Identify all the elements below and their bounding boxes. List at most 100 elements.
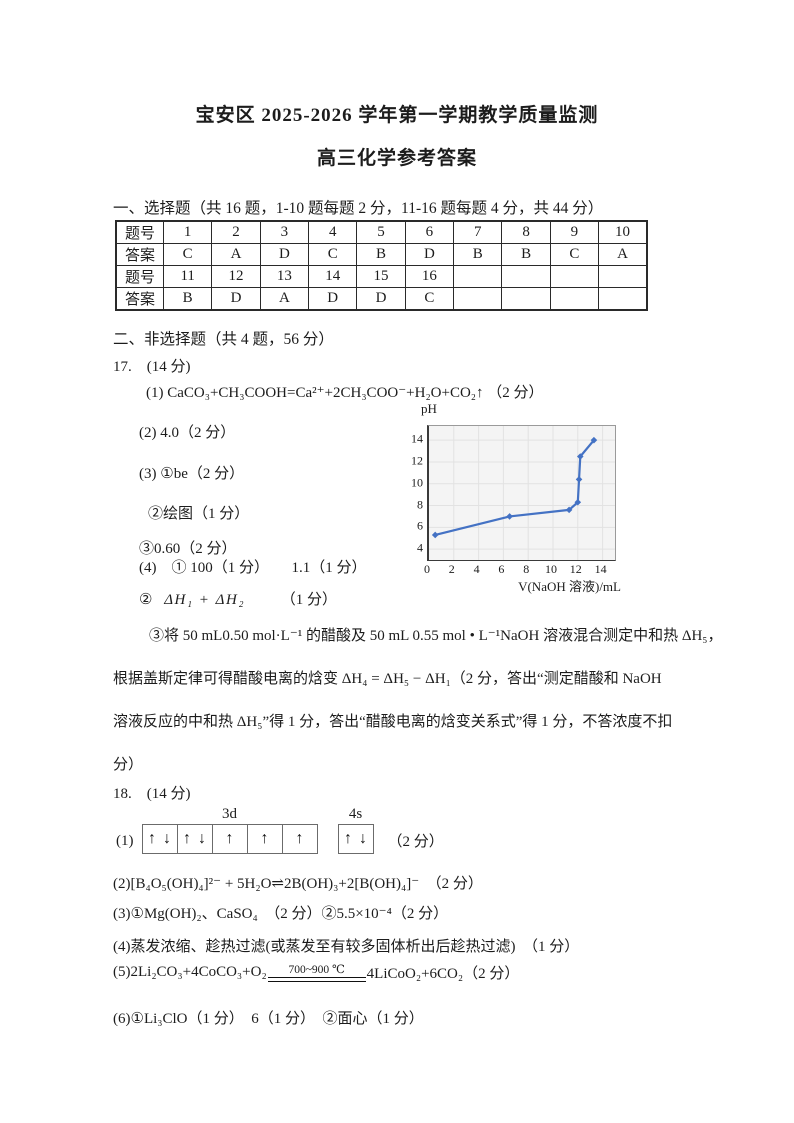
table-cell: D: [308, 287, 358, 311]
orbital-4s-boxes: ↑↓: [337, 824, 374, 854]
chart-y-axis-label: pH: [421, 401, 437, 416]
table-cell: [501, 287, 551, 311]
paragraph-line: 溶液反应的中和热 ΔH₅”得 1 分，答出“醋酸电离的焓变关系式”得 1 分，不…: [113, 714, 673, 730]
reaction-condition: 700~900 ℃: [288, 963, 345, 976]
table-cell: D: [211, 287, 261, 311]
table-cell: 2: [211, 220, 261, 244]
reaction-double-line: [267, 976, 366, 982]
item4b-formula: ΔH₁ + ΔH₂: [164, 592, 246, 608]
paragraph-line: 分）: [113, 757, 144, 773]
table-row: 答案 C A D C B D B B C A: [115, 243, 648, 266]
q17-item-3a: (3) ①be（2 分）: [139, 466, 245, 482]
table-cell: 12: [211, 265, 261, 288]
y-tick-label: 6: [417, 518, 423, 533]
q17-item-2: (2) 4.0（2 分）: [139, 425, 236, 441]
q17-item-4a: (4) ① 100（1 分） 1.1（1 分）: [139, 560, 367, 576]
table-cell: 6: [404, 220, 455, 244]
q18-item-1-label: (1): [116, 833, 134, 849]
table-cell: [598, 265, 648, 288]
q17-item-1: (1) CaCO₃+CH₃COOH=Ca²⁺+2CH₃COO⁻+H₂O+CO₂↑…: [146, 385, 544, 401]
orbital-box: ↑: [246, 824, 283, 854]
table-row: 答案 B D A D D C: [115, 287, 648, 311]
orbital-3d-boxes: ↑↓ ↑↓ ↑ ↑ ↑: [141, 824, 318, 854]
paragraph-line: 根据盖斯定律可得醋酸电离的焓变 ΔH₄ = ΔH₅ − ΔH₁（2 分，答出“测…: [113, 671, 662, 687]
q18-item-4: (4)蒸发浓缩、趁热过滤(或蒸发至有较多固体析出后趁热过滤) （1 分）: [113, 939, 580, 955]
table-cell: 4: [308, 220, 358, 244]
orbital-4s-group: 4s ↑↓: [337, 806, 374, 854]
x-tick-label: 0: [424, 562, 430, 576]
y-tick-label: 14: [411, 431, 423, 446]
x-tick-label: 14: [594, 562, 607, 576]
orbital-3d-group: 3d ↑↓ ↑↓ ↑ ↑ ↑: [141, 806, 318, 854]
table-cell: C: [549, 243, 600, 266]
titration-curve: [429, 426, 615, 560]
q18-item-5-right: 4LiCoO₂+6CO₂（2 分）: [366, 966, 520, 982]
y-tick-label: 10: [411, 475, 423, 490]
y-tick-label: 12: [411, 453, 423, 468]
table-cell: C: [404, 287, 455, 311]
table-cell: 9: [549, 220, 600, 244]
chart-x-axis-label: V(NaOH 溶液)/mL: [518, 579, 621, 594]
q18-item-6: (6)①Li₃ClO（1 分） 6（1 分） ②面心（1 分）: [113, 1011, 424, 1027]
table-cell: 16: [404, 265, 455, 288]
q18-orbital-diagram: (1) 3d ↑↓ ↑↓ ↑ ↑ ↑ 4s ↑↓ （2 分）: [116, 806, 444, 854]
table-row: 题号 1 2 3 4 5 6 7 8 9 10: [115, 220, 648, 244]
titration-chart: pH 4 6 8 10 12 14 0 2 4 6 8 10 12 14 V(NaOH 溶液)/mL: [405, 399, 657, 599]
paragraph-line: ③将 50 mL0.50 mol·L⁻¹ 的醋酸及 50 mL 0.55 mol…: [149, 628, 723, 644]
table-cell: B: [501, 243, 551, 266]
table-cell: B: [453, 243, 503, 266]
table-cell: [453, 265, 503, 288]
page-title: 宝安区 2025-2026 学年第一学期教学质量监测: [195, 105, 599, 126]
table-cell: C: [162, 243, 213, 266]
table-cell: A: [259, 287, 310, 311]
q17-item-4b: ② ΔH₁ + ΔH₂ （1 分）: [139, 588, 337, 609]
table-cell: 7: [453, 220, 503, 244]
table-cell: 10: [598, 220, 648, 244]
q17-item-4c-paragraph: ③将 50 mL0.50 mol·L⁻¹ 的醋酸及 50 mL 0.55 mol…: [113, 626, 723, 798]
table-cell: D: [356, 287, 406, 311]
orbital-4s-label: 4s: [348, 806, 363, 822]
table-cell: [453, 287, 503, 311]
page-subtitle: 高三化学参考答案: [316, 148, 477, 169]
table-header-cell: 答案: [115, 243, 164, 266]
x-tick-label: 2: [448, 562, 455, 576]
section2-heading: 二、非选择题（共 4 题，56 分）: [113, 331, 334, 348]
orbital-box: ↑↓: [337, 824, 374, 854]
orbital-box: ↑↓: [141, 824, 178, 854]
x-tick-label: 6: [498, 562, 505, 576]
section1-heading: 一、选择题（共 16 题，1-10 题每题 2 分，11-16 题每题 4 分，…: [113, 200, 604, 217]
table-cell: 8: [501, 220, 551, 244]
orbital-box: ↑: [211, 824, 248, 854]
chart-plot-area: [427, 425, 616, 561]
table-cell: 14: [308, 265, 358, 288]
y-tick-label: 4: [417, 540, 423, 555]
q17-item-3b: ②绘图（1 分）: [148, 506, 250, 522]
q18-item-1-score: （2 分）: [387, 834, 444, 850]
item4b-label: ②: [139, 592, 153, 608]
table-cell: [598, 287, 648, 311]
table-cell: A: [211, 243, 261, 266]
q18-item-3: (3)①Mg(OH)₂、CaSO₄ （2 分）②5.5×10⁻⁴（2 分）: [113, 906, 449, 922]
x-tick-label: 4: [473, 562, 480, 576]
table-cell: 1: [162, 220, 213, 244]
q18-number: 18. (14 分): [113, 786, 191, 802]
table-cell: 15: [356, 265, 406, 288]
table-cell: 13: [259, 265, 310, 288]
x-tick-label: 8: [523, 562, 530, 576]
table-cell: [501, 265, 551, 288]
reaction-condition-line: 700~900 ℃: [267, 963, 366, 982]
table-header-cell: 题号: [115, 265, 164, 288]
table-cell: B: [356, 243, 406, 266]
item4b-score: （1 分）: [280, 592, 338, 608]
q18-item-2: (2)[B₄O₅(OH)₄]²⁻ + 5H₂O⇌2B(OH)₃+2[B(OH)₄…: [113, 876, 483, 892]
table-cell: A: [598, 243, 648, 266]
q17-item-3c: ③0.60（2 分）: [139, 541, 237, 557]
table-cell: 5: [356, 220, 406, 244]
answer-table: 题号 1 2 3 4 5 6 7 8 9 10 答案 C A D C B D B B C A 题号 11 12 13 14 15 16 答…: [115, 220, 648, 311]
y-tick-label: 8: [417, 497, 423, 512]
orbital-3d-label: 3d: [222, 806, 237, 822]
q18-item-5: (5)2Li₂CO₃+4CoCO₃+O₂ 700~900 ℃ 4LiCoO₂+6…: [113, 962, 519, 983]
q18-item-5-left: (5)2Li₂CO₃+4CoCO₃+O₂: [113, 964, 267, 980]
table-cell: [549, 287, 600, 311]
table-header-cell: 题号: [115, 220, 164, 244]
